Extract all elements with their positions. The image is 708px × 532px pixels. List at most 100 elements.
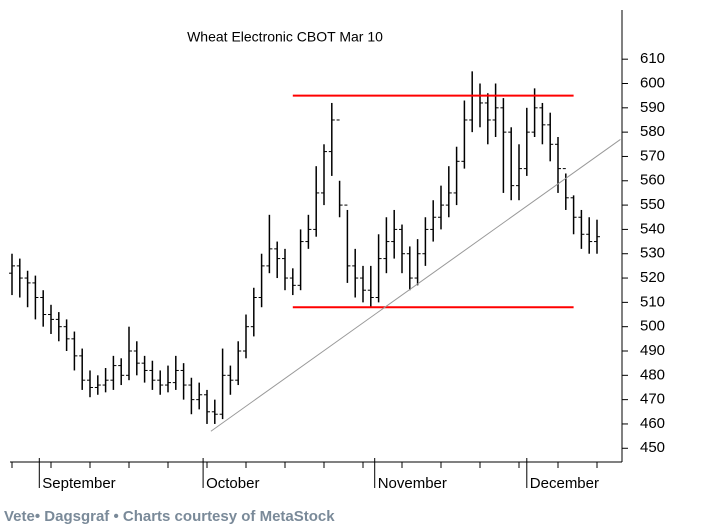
price-bar [196,382,203,410]
price-bar [336,119,343,218]
price-bar [235,341,242,386]
price-bar [484,93,491,145]
price-bar [149,360,156,390]
price-bar [422,217,429,266]
price-bar [87,370,93,398]
price-bar [328,102,335,176]
y-tick-label: 560 [640,172,665,189]
price-bar [266,214,273,274]
price-bar [24,270,31,308]
price-bar [477,83,483,128]
price-bar [570,195,577,235]
price-bar [16,258,23,298]
footer: Vete• Dagsgraf • Charts courtesy of Meta… [4,508,335,525]
price-bar [133,341,140,376]
price-bar [461,100,468,169]
chart-title: Wheat Electronic CBOT Mar 10 [187,29,383,45]
price-bar [258,253,265,308]
price-bar [63,319,70,351]
price-bar [586,217,593,254]
price-bar [219,348,226,420]
price-bar [211,399,218,424]
price-bar [165,365,171,393]
price-bar [562,168,569,210]
price-bar [555,137,561,193]
price-bar [383,217,390,274]
y-tick-label: 510 [640,293,665,310]
price-bar [172,355,179,390]
price-bar [445,166,452,218]
price-bar [313,166,320,237]
price-bar [430,200,437,242]
y-tick-label: 580 [640,123,665,140]
price-bar [578,209,585,249]
price-bar [297,229,304,291]
price-bar [360,265,366,303]
price-bar [9,253,15,296]
y-tick-label: 550 [640,196,665,213]
price-bar [126,326,132,381]
price-bar [438,185,444,230]
price-bar [367,265,374,308]
y-tick-label: 600 [640,74,665,91]
price-bar [102,368,109,393]
price-bar [321,144,327,206]
price-bar [344,204,351,283]
price-bar [399,224,405,274]
month-label: September [42,475,115,492]
price-bar [188,377,195,415]
price-bar [523,107,530,176]
y-tick-label: 500 [640,318,665,335]
price-bar [94,375,101,395]
chart: Wheat Electronic CBOT Mar 10 450 460 470 48… [9,10,665,492]
price-bar [118,358,125,386]
price-bar [516,144,522,201]
y-tick-label: 460 [640,415,665,432]
price-bar [157,370,164,395]
price-bar [79,348,86,390]
month-label: November [378,475,447,492]
price-bar [305,214,312,249]
y-tick-label: 470 [640,391,665,408]
price-bar [48,304,54,334]
y-tick-label: 530 [640,245,665,262]
trend-line [210,139,621,432]
price-bar [250,287,257,337]
price-bar [282,248,288,291]
price-bar [180,363,187,400]
price-bar [110,355,117,390]
y-tick-label: 610 [640,50,665,67]
y-tick-label: 570 [640,147,665,164]
month-label: October [206,475,259,492]
price-bar [547,112,554,162]
price-bar [375,234,382,303]
price-bar [32,275,39,320]
price-bar [204,389,210,424]
price-bar [406,246,413,291]
y-tick-label: 450 [640,439,665,456]
y-tick-label: 590 [640,99,665,116]
month-label: December [530,475,599,492]
price-bar [594,219,600,254]
price-bar [500,98,507,193]
price-bar [227,365,234,395]
price-bar [141,355,148,383]
price-bar [352,248,359,298]
price-bar [508,127,515,201]
price-bar [71,331,78,371]
price-bar [40,290,47,327]
price-bar [492,83,499,137]
y-tick-label: 520 [640,269,665,286]
price-bar [414,239,421,286]
price-bar [469,71,476,133]
price-bar [453,146,460,206]
y-tick-label: 490 [640,342,665,359]
price-bar [539,102,546,145]
price-bar [274,241,281,279]
price-bar [289,268,296,296]
price-bar [55,312,62,342]
y-tick-label: 540 [640,220,665,237]
month-labels: September October November December [42,475,599,492]
price-bar [391,209,398,259]
